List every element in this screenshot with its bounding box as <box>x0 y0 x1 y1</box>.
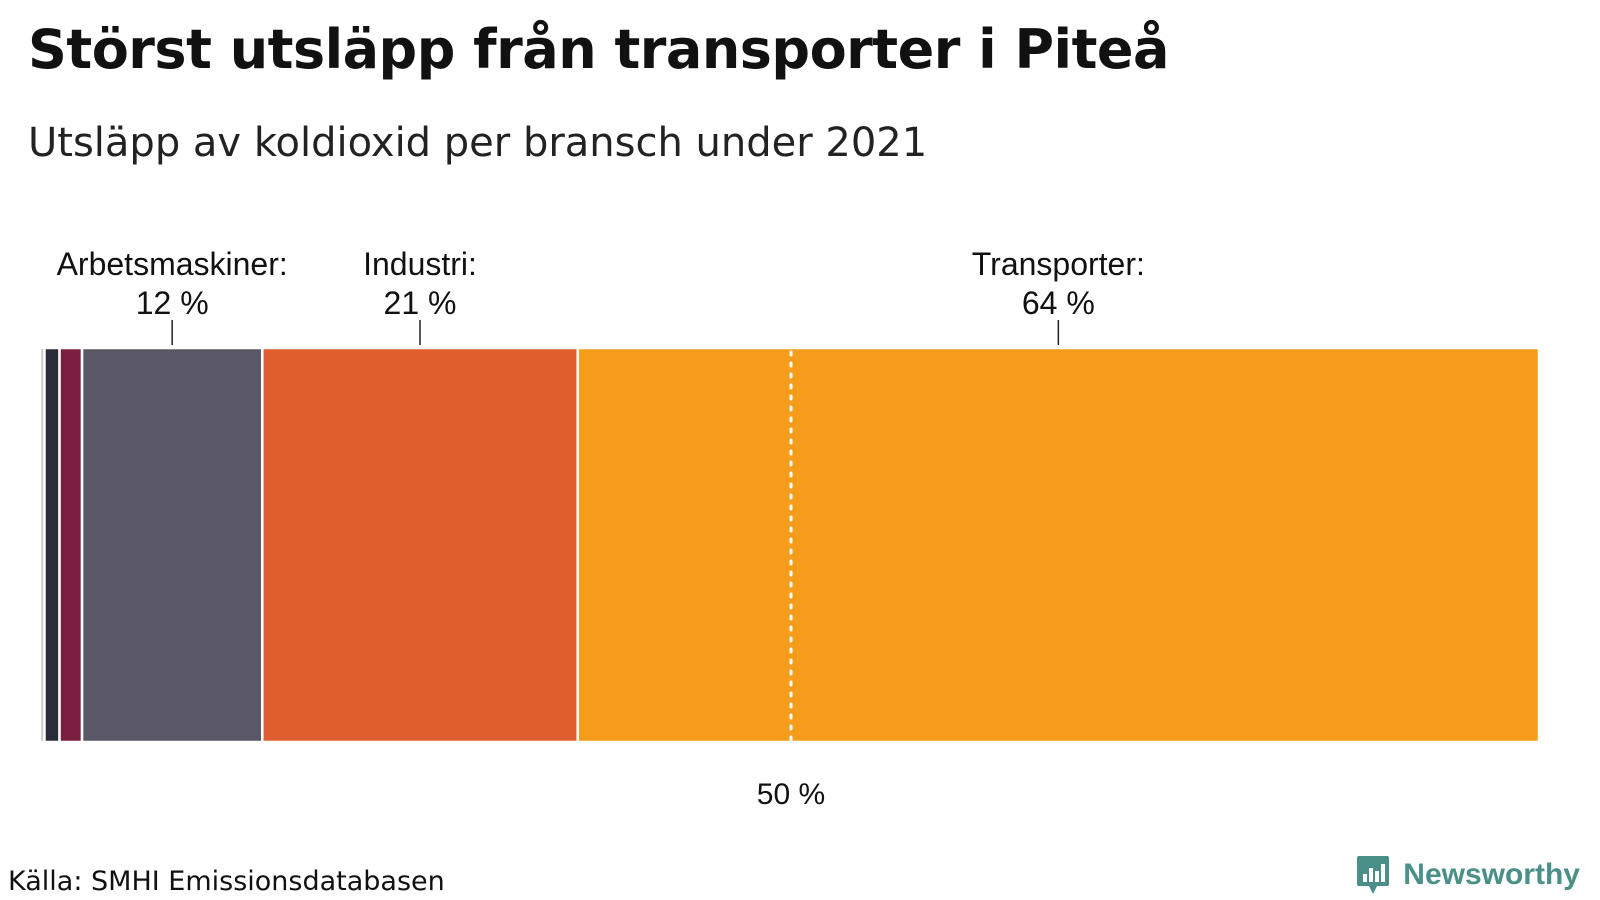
segment-value-label: 64 % <box>1022 285 1095 321</box>
bar-segment-2 <box>58 346 84 744</box>
bar-segment-transporter <box>576 346 1541 744</box>
source-note: Källa: SMHI Emissionsdatabasen <box>8 866 445 897</box>
chart-subtitle: Utsläpp av koldioxid per bransch under 2… <box>28 120 928 166</box>
segment-label: Transporter: <box>972 246 1145 282</box>
bar-segment-1 <box>43 346 61 744</box>
segment-value-label: 21 % <box>384 285 457 321</box>
brand-logo: Newsworthy <box>1355 854 1580 896</box>
segment-label: Industri: <box>363 246 477 282</box>
brand-name: Newsworthy <box>1403 858 1580 891</box>
bar-chart-badge-icon <box>1357 856 1390 894</box>
bar-segment-arbetsmaskiner <box>80 346 264 744</box>
segment-value-label: 12 % <box>136 285 209 321</box>
bar-segment-industri <box>261 346 579 744</box>
reference-line-label: 50 % <box>757 778 825 811</box>
chart-title: Störst utsläpp från transporter i Piteå <box>28 18 1169 81</box>
segment-label: Arbetsmaskiner: <box>57 246 288 282</box>
